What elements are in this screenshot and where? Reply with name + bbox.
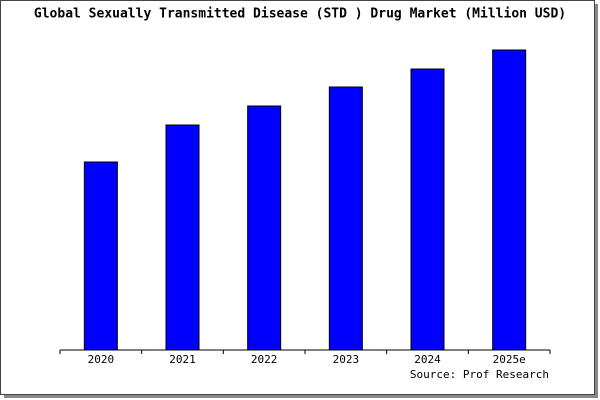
- bar: [247, 105, 282, 351]
- x-tick-label: 2020: [88, 353, 115, 366]
- x-tick-label: 2025e: [493, 353, 526, 366]
- bar: [83, 161, 118, 351]
- bar: [328, 86, 363, 351]
- x-tick-label: 2022: [251, 353, 278, 366]
- chart-title: Global Sexually Transmitted Disease (STD…: [34, 7, 566, 22]
- x-tick-label: 2024: [414, 353, 441, 366]
- x-tick-label: 2021: [169, 353, 196, 366]
- source-note: Source: Prof Research: [410, 368, 549, 381]
- bar: [165, 124, 200, 351]
- bar: [410, 68, 445, 351]
- bar: [492, 49, 527, 351]
- x-tick-label: 2023: [333, 353, 360, 366]
